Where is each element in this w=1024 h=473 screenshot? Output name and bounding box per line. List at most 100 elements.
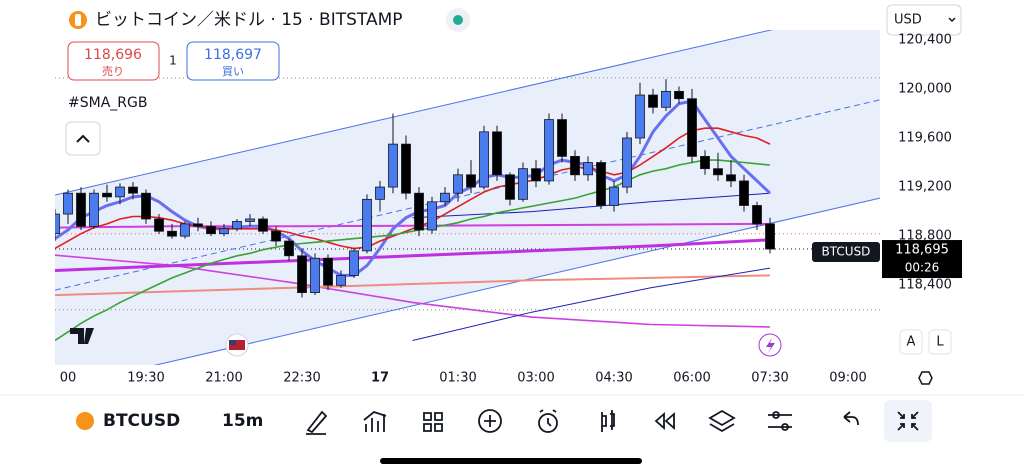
candle-body <box>401 143 411 194</box>
candle-body <box>414 192 424 231</box>
candle-body <box>89 192 99 227</box>
x-tick-label: 19:30 <box>127 371 164 386</box>
y-tick-label: 120,000 <box>898 81 952 96</box>
sell-button[interactable] <box>67 41 160 81</box>
candle-body <box>141 192 151 220</box>
candle-body <box>55 213 60 235</box>
buy-price: 118,697 <box>204 47 262 63</box>
candle-body <box>648 94 658 108</box>
x-tick-label: 00 <box>60 371 77 386</box>
alert-icon[interactable] <box>538 413 558 433</box>
candle-body <box>258 218 268 232</box>
overlay-line <box>412 192 771 219</box>
candle-body <box>219 228 229 235</box>
overlay-line <box>55 30 773 196</box>
candle-body <box>180 223 190 237</box>
buy-button[interactable] <box>186 41 280 81</box>
candle-body <box>453 174 463 194</box>
moving-average <box>55 99 772 277</box>
overlay-line <box>412 267 771 341</box>
candle-body <box>570 155 580 176</box>
x-tick-label: 22:30 <box>283 371 320 386</box>
currency-button[interactable] <box>886 4 962 36</box>
status-dot <box>453 15 463 25</box>
log-label: L <box>936 335 944 350</box>
candle-body <box>310 257 320 294</box>
candle-body <box>362 198 372 252</box>
candle-body <box>232 221 242 230</box>
candle-body <box>336 275 346 286</box>
x-tick-label: 06:00 <box>673 371 710 386</box>
x-tick-label: 07:30 <box>751 371 788 386</box>
x-tick-label: 17 <box>371 371 389 386</box>
candle-body <box>323 257 333 286</box>
candle-body <box>492 131 502 176</box>
y-tick-label: 119,600 <box>898 130 952 145</box>
overlay-line <box>55 99 881 291</box>
overlay-line <box>55 238 771 272</box>
x-tick-label: 03:00 <box>517 371 554 386</box>
layout-icon[interactable] <box>423 412 443 432</box>
settings-icon[interactable] <box>918 371 933 385</box>
candle-body <box>349 250 359 276</box>
candle-body <box>388 143 398 188</box>
candle-body <box>505 174 515 200</box>
bolt <box>766 338 775 353</box>
toolbar-icons <box>306 409 859 435</box>
overlay-line <box>55 274 771 297</box>
x-tick-label: 09:00 <box>829 371 866 386</box>
candle-body <box>284 240 294 257</box>
candle-body <box>661 90 671 108</box>
layers-icon[interactable] <box>708 409 736 433</box>
candle-body <box>674 90 684 100</box>
indicators-icon[interactable] <box>363 410 387 432</box>
candle-body <box>739 180 749 206</box>
home-indicator <box>380 458 642 464</box>
candle-body <box>726 174 736 182</box>
candle-body <box>765 223 775 250</box>
candle-body <box>154 218 164 232</box>
moving-average <box>55 127 771 250</box>
candle-body <box>700 155 710 170</box>
undo-icon[interactable] <box>843 411 859 426</box>
y-tick-label: 118,800 <box>898 229 952 244</box>
plot <box>55 30 881 365</box>
candle-body <box>128 186 138 194</box>
chevron <box>948 17 956 23</box>
candle-body <box>596 162 606 206</box>
quantity: 1 <box>169 54 177 68</box>
price-tag-price: 118,695 <box>895 243 949 258</box>
candle-body <box>518 168 528 200</box>
candle-body <box>479 131 489 188</box>
replay-icon[interactable] <box>654 412 675 430</box>
y-tick-label: 120,400 <box>898 32 952 47</box>
channel-fill <box>55 30 880 365</box>
sell-label: 売り <box>102 65 124 78</box>
candles-icon[interactable] <box>601 410 615 432</box>
candle-body <box>102 192 112 198</box>
add-icon[interactable] <box>478 409 502 433</box>
candle-body <box>687 98 697 157</box>
fullscreen-icon <box>897 411 919 431</box>
collapse-button[interactable] <box>65 121 101 156</box>
toolbar-interval[interactable]: 15m <box>222 411 263 431</box>
price-tag-countdown: 00:26 <box>905 261 940 275</box>
toolbar-symbol[interactable]: BTCUSD <box>103 411 180 431</box>
fullscreen-button[interactable] <box>884 400 932 442</box>
candle-body <box>375 186 385 200</box>
buy-label: 買い <box>222 65 244 78</box>
log-button[interactable] <box>928 329 952 355</box>
flag <box>229 340 236 345</box>
overlay-line <box>153 197 881 365</box>
candle-body <box>583 162 593 176</box>
draw-icon[interactable] <box>306 410 328 435</box>
tv-logo <box>70 328 94 344</box>
symbol-tag <box>812 242 880 263</box>
candle-body <box>466 174 476 188</box>
candle-body <box>297 255 307 294</box>
candle-body <box>440 192 450 203</box>
candle-body <box>752 205 762 225</box>
auto-button[interactable] <box>899 329 923 355</box>
candle-body <box>167 230 177 237</box>
